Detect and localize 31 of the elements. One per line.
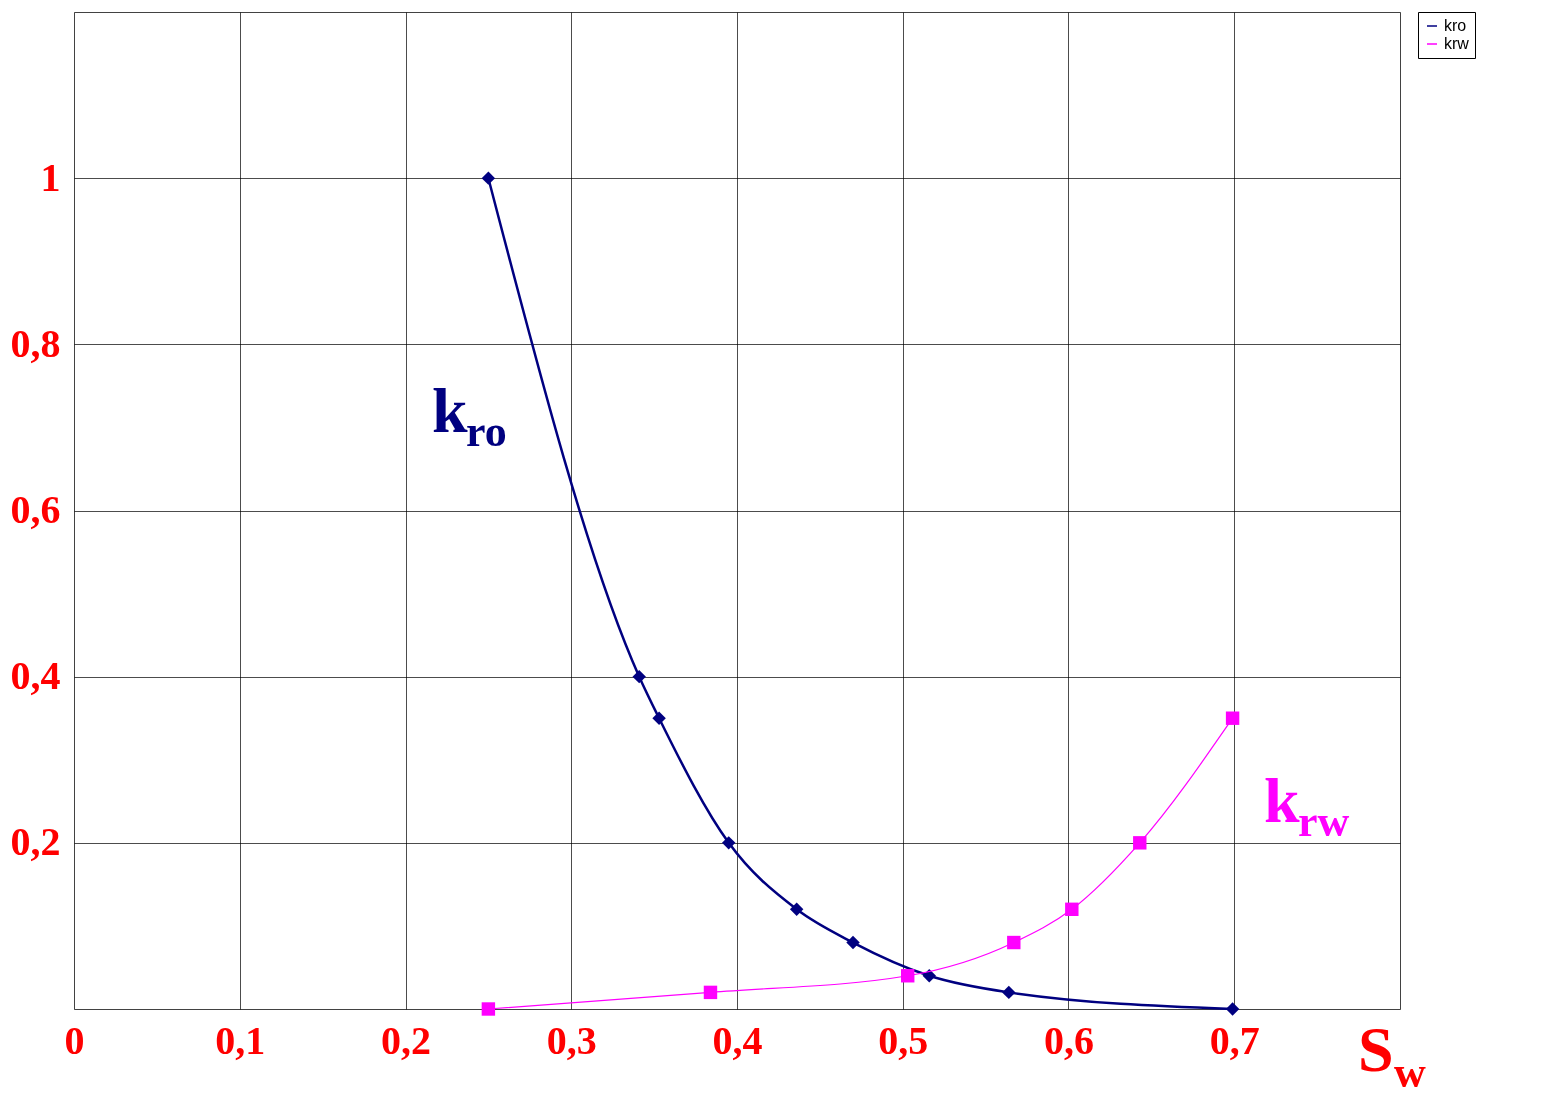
y-tick-label: 0,4 (10, 653, 61, 699)
point (789, 902, 804, 917)
point (1225, 1002, 1240, 1016)
y-tick-label: 0,8 (10, 320, 61, 366)
point (1007, 935, 1021, 950)
x-tick-label: 0,2 (381, 1017, 431, 1063)
point (1065, 902, 1079, 917)
point (1002, 985, 1016, 1000)
point (901, 969, 915, 983)
point (722, 836, 736, 850)
point (703, 985, 718, 1000)
point (1225, 711, 1240, 725)
y-tick-label: 0,2 (10, 819, 61, 865)
point (632, 669, 646, 684)
y-tick-label: 0,6 (10, 487, 61, 532)
x-tick-label: 0,1 (215, 1017, 266, 1063)
x-tick-label: 0,5 (878, 1017, 929, 1063)
point (922, 969, 936, 983)
legend-label: krw (1444, 35, 1470, 52)
point (846, 935, 860, 950)
x-tick-label: 0,3 (546, 1017, 597, 1063)
x-tick-label: 0,4 (712, 1017, 763, 1063)
point (652, 711, 666, 725)
x-tick-label: 0 (64, 1017, 85, 1063)
x-tick-label: 0,6 (1044, 1017, 1094, 1063)
legend-label: kro (1444, 17, 1467, 34)
point (481, 1002, 496, 1016)
point (1133, 836, 1147, 850)
point (481, 171, 496, 185)
x-tick-label: 0,7 (1209, 1017, 1260, 1063)
y-tick-label: 1 (40, 154, 61, 200)
